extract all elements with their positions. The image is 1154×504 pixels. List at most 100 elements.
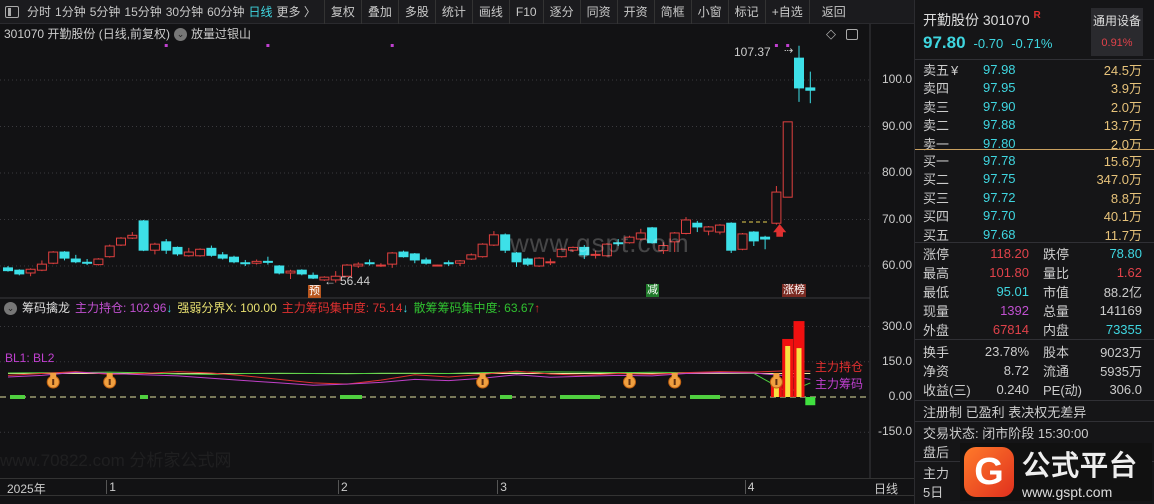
candle[interactable] xyxy=(183,247,194,257)
candle[interactable] xyxy=(669,232,680,253)
tool-button-2[interactable]: 多股 xyxy=(397,0,435,24)
candle[interactable] xyxy=(127,232,138,240)
candle[interactable] xyxy=(375,263,386,267)
candle[interactable] xyxy=(624,235,635,244)
period-1[interactable]: 1分钟 xyxy=(55,5,86,19)
candle[interactable] xyxy=(262,256,273,265)
tool-button-12[interactable]: +自选 xyxy=(764,0,809,24)
candle[interactable] xyxy=(138,219,149,252)
candle[interactable] xyxy=(760,235,771,250)
candle[interactable] xyxy=(161,239,172,254)
candle[interactable] xyxy=(794,45,804,102)
tool-button-13[interactable]: 返回 xyxy=(808,0,858,24)
candle[interactable] xyxy=(206,245,217,257)
candle[interactable] xyxy=(658,242,669,254)
candle[interactable] xyxy=(93,258,104,266)
candle[interactable] xyxy=(601,243,612,257)
candle[interactable] xyxy=(635,228,646,241)
candle[interactable] xyxy=(488,231,499,247)
candle[interactable] xyxy=(477,243,488,258)
period-6[interactable]: 日线 xyxy=(248,5,273,19)
candle[interactable] xyxy=(14,269,25,276)
tool-button-5[interactable]: F10 xyxy=(508,0,543,24)
candle[interactable] xyxy=(500,233,511,253)
tool-button-11[interactable]: 标记 xyxy=(727,0,765,24)
period-3[interactable]: 15分钟 xyxy=(124,5,162,19)
candle[interactable] xyxy=(432,264,443,267)
period-0[interactable]: 分时 xyxy=(27,5,52,19)
chevron-down-icon[interactable]: ⌄ xyxy=(174,27,188,41)
candle[interactable] xyxy=(342,264,352,278)
candle[interactable] xyxy=(443,260,454,266)
candle[interactable] xyxy=(545,258,556,266)
candle[interactable] xyxy=(590,250,601,259)
candle[interactable] xyxy=(387,252,398,268)
candle[interactable] xyxy=(782,121,793,198)
candle[interactable] xyxy=(771,186,782,225)
candle[interactable] xyxy=(319,276,330,281)
tool-button-4[interactable]: 画线 xyxy=(471,0,509,24)
candle[interactable] xyxy=(692,220,703,233)
candle[interactable] xyxy=(568,246,578,253)
tool-button-8[interactable]: 开资 xyxy=(616,0,654,24)
candle[interactable] xyxy=(455,259,465,266)
candle[interactable] xyxy=(82,259,93,266)
candle[interactable] xyxy=(647,226,658,244)
indicator-name[interactable]: 筹码擒龙 xyxy=(22,301,71,315)
candle[interactable] xyxy=(104,244,115,258)
candle[interactable] xyxy=(240,259,251,266)
sidebar-toggle-icon[interactable] xyxy=(5,5,19,18)
candle[interactable] xyxy=(3,266,13,272)
candle[interactable] xyxy=(330,271,341,283)
candle[interactable] xyxy=(296,269,307,276)
candle[interactable] xyxy=(409,252,420,264)
candle[interactable] xyxy=(737,232,748,251)
candle[interactable] xyxy=(748,231,759,247)
candle[interactable] xyxy=(229,255,239,264)
candle[interactable] xyxy=(703,226,714,236)
tool-button-9[interactable]: 简框 xyxy=(653,0,691,24)
candle[interactable] xyxy=(48,251,59,265)
candle[interactable] xyxy=(149,242,160,255)
candle[interactable] xyxy=(308,272,319,280)
period-5[interactable]: 60分钟 xyxy=(207,5,245,19)
candle[interactable] xyxy=(714,224,725,235)
candle[interactable] xyxy=(398,250,409,258)
tool-button-6[interactable]: 逐分 xyxy=(542,0,580,24)
candle[interactable] xyxy=(534,257,545,267)
candle[interactable] xyxy=(466,253,477,260)
tool-button-0[interactable]: 复权 xyxy=(323,0,361,24)
sector-box[interactable]: 通用设备 0.91% xyxy=(1091,8,1143,56)
candle[interactable] xyxy=(59,251,70,261)
candle[interactable] xyxy=(613,239,624,247)
candle[interactable] xyxy=(805,71,816,104)
candle[interactable] xyxy=(36,260,47,272)
period-7[interactable]: 更多 〉 xyxy=(276,5,316,19)
chevron-down-icon[interactable]: ⌄ xyxy=(4,301,17,315)
candle[interactable] xyxy=(522,257,533,266)
diamond-icon[interactable]: ◇ xyxy=(826,26,836,41)
candle[interactable] xyxy=(421,257,432,265)
candle[interactable] xyxy=(579,245,590,260)
candle[interactable] xyxy=(511,252,522,267)
candle[interactable] xyxy=(195,248,206,257)
candle[interactable] xyxy=(681,217,691,235)
period-4[interactable]: 30分钟 xyxy=(165,5,204,19)
main-indicator-name[interactable]: 放量过银山 xyxy=(191,27,252,41)
candle[interactable] xyxy=(25,268,36,277)
kline-chart[interactable] xyxy=(0,0,914,504)
candle[interactable] xyxy=(251,259,262,265)
tool-button-3[interactable]: 统计 xyxy=(434,0,472,24)
candle[interactable] xyxy=(116,237,126,247)
tool-button-1[interactable]: 叠加 xyxy=(360,0,398,24)
tool-button-10[interactable]: 小窗 xyxy=(690,0,728,24)
candle[interactable] xyxy=(217,252,228,260)
period-2[interactable]: 5分钟 xyxy=(89,5,121,19)
candle[interactable] xyxy=(172,246,183,256)
tool-button-7[interactable]: 同资 xyxy=(579,0,617,24)
candle[interactable] xyxy=(274,265,285,275)
panel-toggle-icon[interactable] xyxy=(846,29,858,40)
candle[interactable] xyxy=(285,269,296,280)
candle[interactable] xyxy=(364,259,375,266)
candle[interactable] xyxy=(353,262,364,268)
